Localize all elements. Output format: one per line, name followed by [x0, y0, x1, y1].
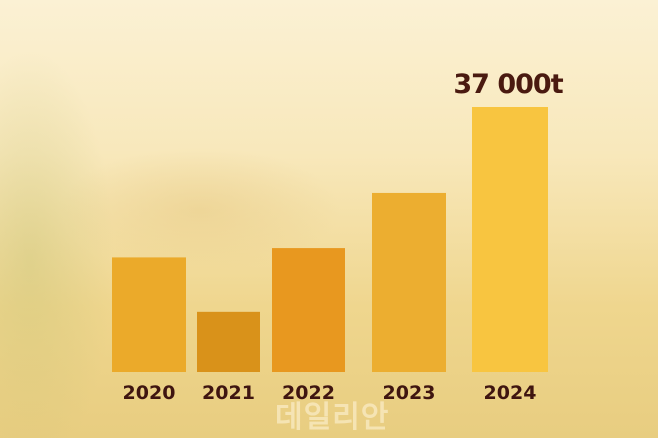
bar-2024	[472, 107, 548, 372]
watermark-logo: 데일리안	[275, 400, 390, 435]
x-tick-label: 2024	[484, 382, 537, 404]
x-tick-label: 2021	[202, 382, 255, 404]
x-tick-label: 2022	[282, 382, 335, 404]
x-tick-label: 2023	[383, 382, 436, 404]
bar-2020	[112, 257, 186, 372]
data-label: 37 000t	[453, 69, 563, 100]
bar-2022	[272, 248, 345, 372]
bar-2023	[372, 192, 446, 372]
bar-2021	[197, 311, 260, 372]
x-tick-label: 2020	[123, 382, 176, 404]
